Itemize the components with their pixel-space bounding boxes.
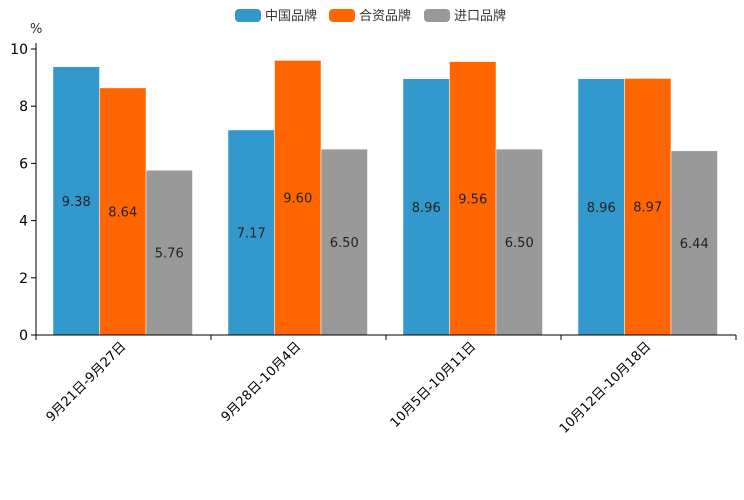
bar-2-3: [449, 61, 497, 336]
x-tick-label-4: 10月12日-10月18日: [557, 339, 654, 436]
data-label-1-1: 9.38: [62, 195, 91, 210]
y-tick-label: 10: [10, 42, 28, 58]
bar-2-1: [99, 87, 147, 336]
data-label-2-1: 8.64: [108, 205, 137, 220]
x-tick-label-2: 9月28日-10月4日: [219, 339, 305, 425]
data-label-1-4: 8.96: [587, 201, 616, 216]
bar-3-3: [495, 148, 543, 336]
y-tick-label: 2: [19, 271, 28, 287]
y-tick-label: 6: [19, 156, 28, 172]
legend-swatch-2: [329, 9, 355, 22]
y-tick-label: 8: [19, 99, 28, 115]
data-label-1-3: 8.96: [412, 201, 441, 216]
bar-1-4: [577, 78, 625, 336]
y-tick-label: 0: [19, 328, 28, 344]
data-label-3-3: 6.50: [505, 236, 534, 251]
bar-2-2: [274, 60, 322, 336]
x-axis: 9月21日-9月27日 9月28日-10月4日 10月5日-10月11日 10月12日…: [35, 334, 737, 437]
legend-swatch-3: [424, 9, 450, 22]
x-tick-label-3: 10月5日-10月11日: [388, 339, 480, 431]
bar-1-3: [402, 78, 450, 336]
x-tick-label-1: 9月21日-9月27日: [44, 339, 130, 425]
legend-label-1: 中国品牌: [265, 8, 317, 24]
data-label-3-4: 6.44: [680, 237, 709, 252]
data-label-2-3: 9.56: [458, 192, 487, 207]
legend: 中国品牌 合资品牌 进口品牌: [235, 8, 506, 24]
data-label-2-4: 8.97: [633, 201, 662, 216]
data-label-1-2: 7.17: [237, 226, 266, 241]
bar-3-1: [145, 170, 193, 336]
bars-group: 9.38 8.64 5.76 7.17 9.60 6.50 8.96 9.56 6.50 8.96…: [52, 60, 718, 336]
data-label-3-2: 6.50: [330, 236, 359, 251]
bar-2-4: [624, 78, 672, 336]
legend-label-2: 合资品牌: [359, 8, 411, 24]
data-label-3-1: 5.76: [155, 247, 184, 262]
y-axis-unit-label: %: [30, 22, 42, 37]
bar-3-4: [670, 150, 718, 336]
bar-3-2: [320, 148, 368, 336]
data-label-2-2: 9.60: [283, 192, 312, 207]
y-tick-label: 4: [19, 214, 28, 230]
legend-swatch-1: [235, 9, 261, 22]
bar-1-2: [227, 129, 275, 336]
y-axis: 0 2 4 6 8 10: [10, 42, 37, 344]
legend-label-3: 进口品牌: [454, 8, 506, 24]
